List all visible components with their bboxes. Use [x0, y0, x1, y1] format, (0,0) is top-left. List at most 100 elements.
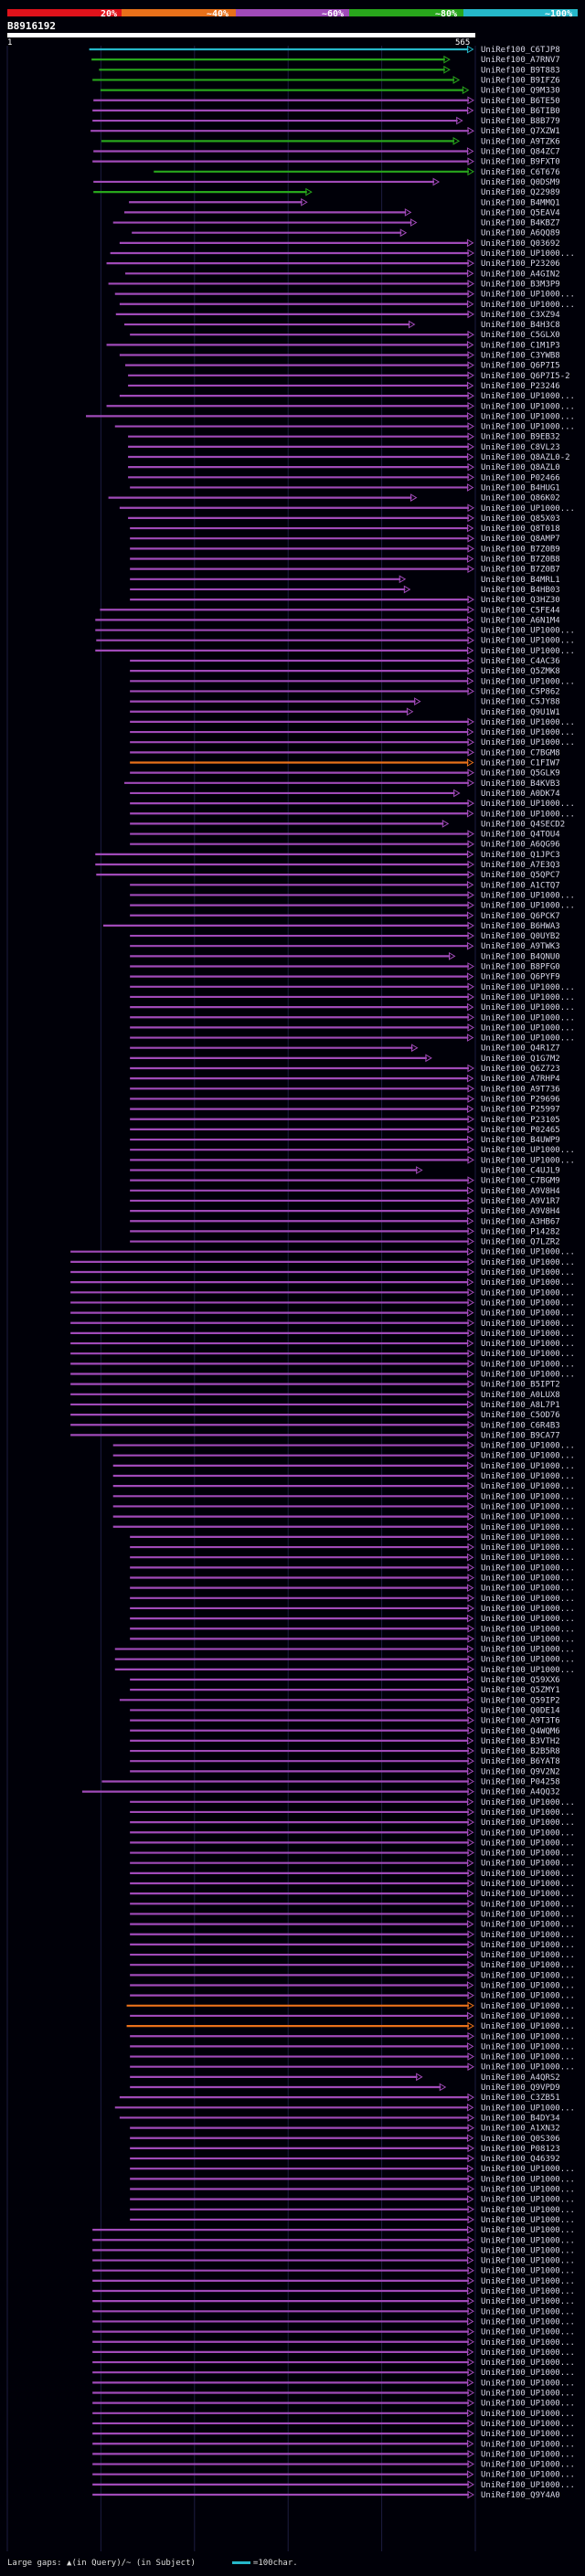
hit-label[interactable]: UniRef100_C7BGM9: [481, 1177, 560, 1186]
hit-row[interactable]: UniRef100_UP1000...: [130, 1624, 575, 1634]
hit-row[interactable]: UniRef100_UP1000...: [130, 1910, 575, 1919]
hit-label[interactable]: UniRef100_UP1000...: [481, 1870, 575, 1879]
hit-label[interactable]: UniRef100_Q4WQM6: [481, 1727, 560, 1736]
hit-label[interactable]: UniRef100_A1XN32: [481, 2125, 560, 2134]
hit-row[interactable]: UniRef100_UP1000...: [130, 1920, 575, 1930]
hit-row[interactable]: UniRef100_UP1000...: [92, 2358, 575, 2368]
hit-label[interactable]: UniRef100_UP1000...: [481, 2369, 575, 2378]
hit-row[interactable]: UniRef100_Q9U1W1: [130, 707, 560, 717]
hit-row[interactable]: UniRef100_UP1000...: [92, 2439, 575, 2449]
hit-label[interactable]: UniRef100_UP1000...: [481, 1971, 575, 1980]
hit-row[interactable]: UniRef100_C4UJL9: [130, 1166, 560, 1176]
hit-label[interactable]: UniRef100_C3YWB8: [481, 352, 560, 361]
hit-row[interactable]: UniRef100_A0DK74: [130, 789, 560, 799]
hit-row[interactable]: UniRef100_Q0DE14: [130, 1706, 560, 1715]
hit-row[interactable]: UniRef100_UP1000...: [110, 249, 575, 259]
hit-row[interactable]: UniRef100_UP1000...: [70, 1267, 575, 1277]
hit-label[interactable]: UniRef100_Q7XZW1: [481, 127, 560, 136]
hit-row[interactable]: UniRef100_B6TE50: [93, 96, 560, 106]
hit-label[interactable]: UniRef100_UP1000...: [481, 1278, 575, 1288]
hit-row[interactable]: UniRef100_UP1000...: [92, 2348, 575, 2358]
hit-label[interactable]: UniRef100_UP1000...: [481, 392, 575, 401]
hit-row[interactable]: UniRef100_UP1000...: [130, 1849, 575, 1859]
hit-row[interactable]: UniRef100_Q6P7I5-2: [128, 371, 570, 381]
hit-label[interactable]: UniRef100_UP1000...: [481, 1472, 575, 1481]
hit-row[interactable]: UniRef100_A9T736: [130, 1084, 560, 1094]
hit-row[interactable]: UniRef100_C5FE44: [100, 605, 560, 615]
hit-row[interactable]: UniRef100_UP1000...: [92, 2378, 575, 2388]
hit-label[interactable]: UniRef100_C6TJP8: [481, 46, 560, 55]
hit-label[interactable]: UniRef100_UP1000...: [481, 1492, 575, 1501]
hit-row[interactable]: UniRef100_Q9M330: [100, 86, 560, 96]
hit-row[interactable]: UniRef100_UP1000...: [112, 1451, 575, 1461]
hit-row[interactable]: UniRef100_C3ZB51: [119, 2093, 560, 2103]
hit-row[interactable]: UniRef100_UP1000...: [114, 290, 575, 300]
hit-label[interactable]: UniRef100_A6N1M4: [481, 616, 560, 625]
hit-label[interactable]: UniRef100_UP1000...: [481, 1635, 575, 1644]
hit-label[interactable]: UniRef100_UP1000...: [481, 1890, 575, 1899]
hit-row[interactable]: UniRef100_Q8T018: [130, 524, 560, 534]
hit-row[interactable]: UniRef100_UP1000...: [130, 2011, 575, 2021]
hit-row[interactable]: UniRef100_UP1000...: [70, 1329, 575, 1339]
hit-label[interactable]: UniRef100_UP1000...: [481, 1992, 575, 2001]
hit-label[interactable]: UniRef100_UP1000...: [481, 291, 575, 300]
hit-row[interactable]: UniRef100_C3YWB8: [119, 351, 560, 361]
hit-row[interactable]: UniRef100_UP1000...: [92, 2266, 575, 2276]
hit-label[interactable]: UniRef100_Q0UYB2: [481, 932, 560, 941]
hit-row[interactable]: UniRef100_UP1000...: [114, 1655, 575, 1665]
hit-label[interactable]: UniRef100_UP1000...: [481, 1829, 575, 1838]
hit-label[interactable]: UniRef100_UP1000...: [481, 1931, 575, 1940]
hit-label[interactable]: UniRef100_Q6PCK7: [481, 912, 560, 921]
hit-label[interactable]: UniRef100_Q8AZL0-2: [481, 453, 570, 462]
hit-label[interactable]: UniRef100_UP1000...: [481, 2257, 575, 2266]
hit-label[interactable]: UniRef100_UP1000...: [481, 1146, 575, 1155]
hit-row[interactable]: UniRef100_UP1000...: [95, 626, 575, 636]
hit-row[interactable]: UniRef100_UP1000...: [130, 1879, 575, 1889]
hit-row[interactable]: UniRef100_UP1000...: [130, 1532, 575, 1542]
hit-label[interactable]: UniRef100_P14282: [481, 1227, 560, 1236]
hit-row[interactable]: UniRef100_C7BGM8: [130, 747, 560, 758]
hit-row[interactable]: UniRef100_Q7XZW1: [90, 126, 560, 136]
hit-label[interactable]: UniRef100_A4GIN2: [481, 270, 560, 279]
hit-label[interactable]: UniRef100_UP1000...: [481, 1961, 575, 1970]
hit-label[interactable]: UniRef100_Q8AZL0: [481, 463, 560, 472]
hit-row[interactable]: UniRef100_UP1000...: [112, 1522, 575, 1532]
hit-row[interactable]: UniRef100_A6QQ89: [132, 228, 560, 239]
hit-label[interactable]: UniRef100_C5JY88: [481, 698, 560, 707]
hit-row[interactable]: UniRef100_B4DY34: [119, 2114, 560, 2123]
hit-label[interactable]: UniRef100_UP1000...: [481, 1951, 575, 1960]
hit-label[interactable]: UniRef100_UP1000...: [481, 1371, 575, 1380]
hit-row[interactable]: UniRef100_C5GLX0: [130, 330, 560, 340]
hit-label[interactable]: UniRef100_Q5EAV4: [481, 208, 560, 217]
hit-row[interactable]: UniRef100_UP1000...: [119, 300, 575, 310]
hit-label[interactable]: UniRef100_UP1000...: [481, 1248, 575, 1257]
hit-label[interactable]: UniRef100_UP1000...: [481, 2338, 575, 2348]
hit-row[interactable]: UniRef100_UP1000...: [130, 2042, 575, 2051]
hit-row[interactable]: UniRef100_UP1000...: [130, 809, 575, 819]
hit-row[interactable]: UniRef100_UP1000...: [130, 1839, 575, 1848]
hit-row[interactable]: UniRef100_A7E3Q3: [95, 860, 560, 870]
hit-label[interactable]: UniRef100_UP1000...: [481, 2440, 575, 2449]
hit-label[interactable]: UniRef100_UP1000...: [481, 1268, 575, 1277]
hit-row[interactable]: UniRef100_C4AC36: [130, 656, 560, 666]
hit-row[interactable]: UniRef100_UP1000...: [70, 1359, 575, 1369]
hit-label[interactable]: UniRef100_UP1000...: [481, 1003, 575, 1012]
hit-label[interactable]: UniRef100_UP1000...: [481, 412, 575, 421]
hit-row[interactable]: UniRef100_B9CA77: [70, 1431, 560, 1440]
hit-label[interactable]: UniRef100_UP1000...: [481, 728, 575, 737]
hit-row[interactable]: UniRef100_UP1000...: [112, 1502, 575, 1511]
hit-label[interactable]: UniRef100_A3HB67: [481, 1217, 560, 1226]
hit-row[interactable]: UniRef100_C7BGM9: [130, 1176, 560, 1186]
hit-label[interactable]: UniRef100_Q9Y4A0: [481, 2491, 560, 2500]
hit-label[interactable]: UniRef100_B7Z0B9: [481, 545, 560, 554]
hit-row[interactable]: UniRef100_A9V1R7: [130, 1196, 560, 1206]
hit-row[interactable]: UniRef100_UP1000...: [92, 2296, 575, 2306]
hit-row[interactable]: UniRef100_A3HB67: [130, 1216, 560, 1226]
hit-row[interactable]: UniRef100_B6YAT8: [130, 1756, 560, 1766]
hit-label[interactable]: UniRef100_UP1000...: [481, 637, 575, 646]
hit-row[interactable]: UniRef100_UP1000...: [130, 1604, 575, 1614]
hit-row[interactable]: UniRef100_Q8AZL0: [128, 462, 560, 472]
hit-row[interactable]: UniRef100_UP1000...: [126, 2001, 575, 2011]
hit-label[interactable]: UniRef100_Q6P7I5-2: [481, 372, 570, 381]
hit-row[interactable]: UniRef100_UP1000...: [130, 1807, 575, 1818]
